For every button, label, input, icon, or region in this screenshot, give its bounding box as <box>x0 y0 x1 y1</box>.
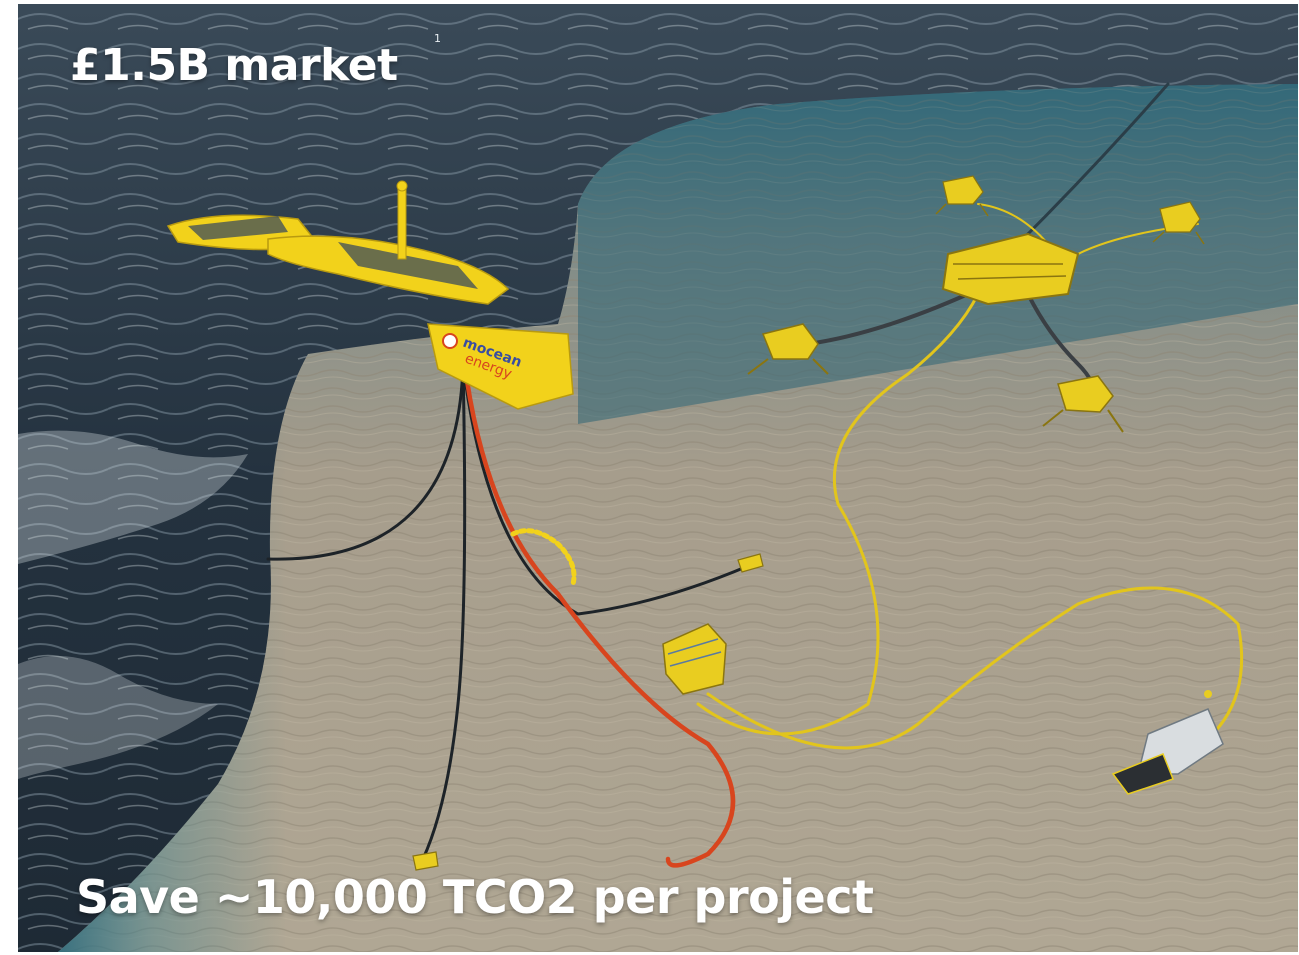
brand-logo-icon <box>442 333 458 349</box>
umbilical-cable <box>706 586 1244 766</box>
wave-energy-converter <box>166 180 510 305</box>
subsea-tree <box>935 175 989 217</box>
subsea-tree <box>1042 375 1124 433</box>
footnote-marker: 1 <box>434 32 441 45</box>
ocean-illustration: mocean energy <box>18 4 1298 952</box>
subsea-rov <box>1111 690 1224 795</box>
water-edge-shade <box>58 354 438 952</box>
power-cable <box>463 371 736 868</box>
subsea-tree <box>1152 201 1205 245</box>
market-size-headline: £1.5B market <box>70 40 398 91</box>
anchor-base <box>737 553 764 573</box>
carbon-savings-caption: Save ~10,000 TCO2 per project <box>76 870 874 924</box>
water-column <box>578 84 1298 424</box>
subsea-scene: mocean energy <box>18 4 1298 952</box>
subsea-manifold <box>941 232 1080 306</box>
mooring-line <box>421 362 467 861</box>
umbilical-cable <box>977 203 1049 245</box>
subsea-power-hub <box>662 623 727 695</box>
foam-patch <box>18 430 248 564</box>
umbilical-cable <box>696 292 980 736</box>
subsea-tree <box>747 323 829 375</box>
buoyancy-section <box>510 528 577 587</box>
device-underwater-hull: mocean energy <box>427 323 574 410</box>
export-line <box>1016 82 1170 246</box>
mooring-line <box>266 362 465 561</box>
foam-patch <box>18 656 218 784</box>
flowline <box>806 292 970 346</box>
anchor-base <box>412 851 439 871</box>
